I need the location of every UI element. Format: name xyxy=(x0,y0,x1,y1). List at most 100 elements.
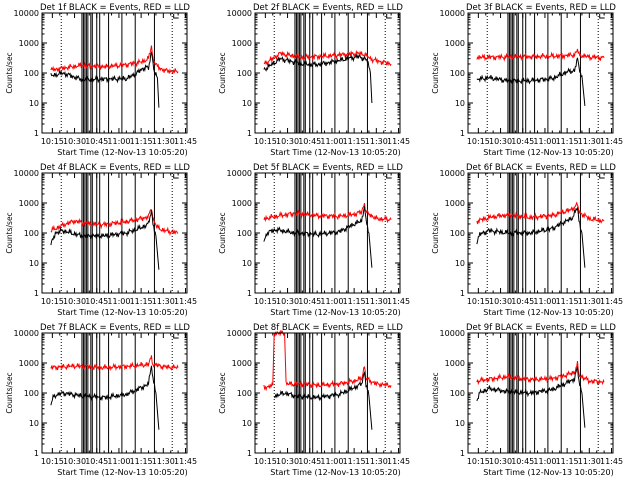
y-tick-label: 1000 xyxy=(445,359,465,368)
panel-title: Det 6f BLACK = Events, RED = LLD xyxy=(466,163,616,173)
panel-title: Det 9f BLACK = Events, RED = LLD xyxy=(466,323,616,333)
chart-panel: Det 6f BLACK = Events, RED = LLD 1 10 100 10… xyxy=(431,163,623,317)
events-series-line xyxy=(50,209,160,270)
x-tick-label: 11:45 xyxy=(600,137,623,146)
chart-panel: Det 2f BLACK = Events, RED = LLD 1 10 100 10… xyxy=(218,3,410,157)
x-tick-label: 11:15 xyxy=(343,297,366,306)
lld-series-line xyxy=(50,209,179,236)
x-tick-label: 11:00 xyxy=(320,297,343,306)
y-tick-label: 1000 xyxy=(19,359,39,368)
y-tick-label: 10 xyxy=(242,259,252,268)
x-tick-label: 10:30 xyxy=(276,137,299,146)
corner-mark xyxy=(386,14,392,19)
x-tick-label: 11:00 xyxy=(107,457,130,466)
panel-title: Det 5f BLACK = Events, RED = LLD xyxy=(253,163,403,173)
x-tick-label: 10:45 xyxy=(298,457,321,466)
x-tick-label: 11:00 xyxy=(533,137,556,146)
x-tick-label: 10:45 xyxy=(85,137,108,146)
x-tick-label: 11:30 xyxy=(578,457,601,466)
x-tick-label: 10:30 xyxy=(489,297,512,306)
y-axis-label: Counts/sec xyxy=(218,212,227,253)
y-tick-label: 100 xyxy=(237,229,252,238)
y-tick-label: 10 xyxy=(242,419,252,428)
plot-frame xyxy=(41,12,188,134)
events-series-line xyxy=(476,366,586,428)
corner-mark xyxy=(599,14,605,19)
corner-mark xyxy=(173,334,179,339)
y-tick-label: 1 xyxy=(34,289,39,298)
corner-mark xyxy=(599,174,605,179)
x-tick-label: 11:45 xyxy=(174,457,197,466)
y-tick-label: 10 xyxy=(242,99,252,108)
x-tick-label: 11:30 xyxy=(365,137,388,146)
x-tick-label: 10:45 xyxy=(85,297,108,306)
x-axis-label: Start Time (12-Nov-13 10:05:20) xyxy=(483,308,613,317)
x-tick-label: 11:45 xyxy=(600,297,623,306)
events-series-line xyxy=(476,57,586,106)
chart-panel: Det 5f BLACK = Events, RED = LLD 1 10 100 10… xyxy=(218,163,410,317)
panel-title: Det 4f BLACK = Events, RED = LLD xyxy=(40,163,190,173)
plot-frame xyxy=(254,12,401,134)
x-axis-label: Start Time (12-Nov-13 10:05:20) xyxy=(57,468,187,477)
x-tick-label: 11:45 xyxy=(387,297,410,306)
x-tick-label: 10:30 xyxy=(63,137,86,146)
plot-frame xyxy=(467,332,614,454)
events-series-line xyxy=(50,50,160,108)
y-tick-label: 100 xyxy=(450,229,465,238)
x-tick-label: 11:15 xyxy=(343,457,366,466)
x-tick-label: 11:30 xyxy=(578,137,601,146)
panel-title: Det 7f BLACK = Events, RED = LLD xyxy=(40,323,190,333)
y-tick-label: 10000 xyxy=(227,9,252,18)
y-axis-label: Counts/sec xyxy=(5,52,14,93)
lld-series-line xyxy=(263,202,392,224)
y-tick-label: 1000 xyxy=(232,359,252,368)
x-tick-label: 10:15 xyxy=(41,297,64,306)
y-tick-label: 1000 xyxy=(232,39,252,48)
corner-mark xyxy=(386,334,392,339)
corner-mark xyxy=(599,334,605,339)
x-axis-label: Start Time (12-Nov-13 10:05:20) xyxy=(270,308,400,317)
y-tick-label: 10 xyxy=(455,259,465,268)
x-tick-label: 10:15 xyxy=(467,297,490,306)
y-tick-label: 10 xyxy=(29,259,39,268)
chart-panel: Det 7f BLACK = Events, RED = LLD 1 10 100 10… xyxy=(5,323,197,477)
y-tick-label: 1000 xyxy=(19,39,39,48)
y-axis-label: Counts/sec xyxy=(431,372,440,413)
y-tick-label: 10 xyxy=(455,99,465,108)
events-series-line xyxy=(273,370,373,430)
y-tick-label: 10 xyxy=(29,419,39,428)
x-tick-label: 10:30 xyxy=(63,457,86,466)
panel-title: Det 3f BLACK = Events, RED = LLD xyxy=(466,3,616,13)
lld-series-line xyxy=(476,201,605,225)
x-tick-label: 11:15 xyxy=(130,137,153,146)
plot-frame xyxy=(254,172,401,294)
y-tick-label: 1000 xyxy=(19,199,39,208)
plot-frame xyxy=(467,172,614,294)
y-tick-label: 1000 xyxy=(445,199,465,208)
panel-title: Det 8f BLACK = Events, RED = LLD xyxy=(253,323,403,333)
x-tick-label: 10:15 xyxy=(467,137,490,146)
x-tick-label: 10:45 xyxy=(511,137,534,146)
y-tick-label: 100 xyxy=(450,69,465,78)
events-series-line xyxy=(50,365,160,430)
y-tick-label: 1 xyxy=(34,449,39,458)
y-tick-label: 100 xyxy=(24,229,39,238)
x-tick-label: 10:30 xyxy=(63,297,86,306)
y-tick-label: 1 xyxy=(247,129,252,138)
x-tick-label: 10:45 xyxy=(511,297,534,306)
y-tick-label: 100 xyxy=(24,69,39,78)
x-tick-label: 11:15 xyxy=(343,137,366,146)
y-tick-label: 10000 xyxy=(227,169,252,178)
y-tick-label: 1000 xyxy=(445,39,465,48)
y-tick-label: 1 xyxy=(247,289,252,298)
x-tick-label: 11:30 xyxy=(365,457,388,466)
lld-series-line xyxy=(50,45,179,75)
x-tick-label: 11:45 xyxy=(600,457,623,466)
x-axis-label: Start Time (12-Nov-13 10:05:20) xyxy=(270,468,400,477)
lld-series-line xyxy=(263,330,392,392)
lld-series-line xyxy=(263,49,392,67)
y-tick-label: 1 xyxy=(460,289,465,298)
y-tick-label: 10000 xyxy=(14,9,39,18)
events-series-line xyxy=(263,206,373,268)
x-tick-label: 10:45 xyxy=(85,457,108,466)
